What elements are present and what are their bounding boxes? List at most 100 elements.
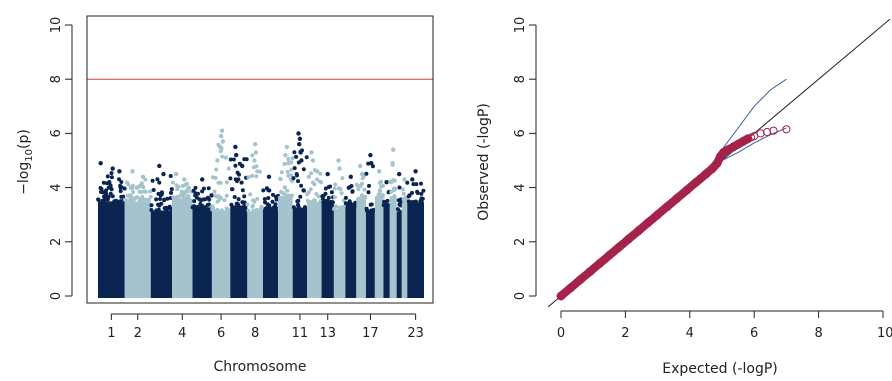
snp-point	[192, 199, 197, 204]
manhattan-x-tick-label: 4	[178, 326, 186, 341]
snp-point	[139, 189, 144, 194]
snp-peak-point	[410, 177, 415, 182]
manhattan-points	[96, 128, 426, 298]
snp-point	[198, 202, 203, 206]
snp-point	[222, 198, 227, 203]
snp-point	[246, 208, 251, 213]
snp-point	[326, 200, 331, 205]
snp-point	[289, 173, 294, 178]
snp-point	[270, 199, 275, 204]
snp-peak-point	[359, 171, 365, 177]
snp-point	[105, 174, 110, 179]
snp-point	[326, 195, 331, 200]
snp-point	[323, 186, 328, 191]
chromosome-17	[364, 152, 376, 298]
snp-peak-point	[98, 161, 103, 166]
snp-point	[141, 197, 145, 202]
snp-point	[345, 204, 350, 209]
snp-peak-point	[297, 136, 303, 141]
snp-point	[364, 206, 369, 211]
snp-point	[303, 205, 307, 210]
chromosome-21-snp-mass	[396, 211, 402, 298]
snp-peak-point	[234, 152, 239, 158]
snp-peak-point	[413, 169, 418, 174]
chromosome-17-snp-mass	[365, 211, 375, 298]
snp-point	[395, 207, 400, 212]
snp-point	[194, 195, 199, 200]
snp-point	[366, 190, 371, 195]
manhattan-y-axis: 0 2 4 6 8 10	[49, 17, 73, 300]
snp-point	[193, 185, 198, 190]
snp-point	[369, 202, 374, 207]
snp-point	[267, 206, 272, 211]
snp-point	[128, 195, 133, 200]
qq-x-tick-label: 8	[814, 326, 822, 341]
qq-x-axis: 0 2 4 6 8 10	[557, 310, 892, 341]
snp-point	[405, 180, 410, 185]
snp-peak-point	[219, 128, 225, 133]
snp-peak-point	[299, 158, 304, 163]
snp-point	[104, 188, 109, 193]
snp-point	[211, 205, 216, 210]
manhattan-y-tick-label: 8	[49, 75, 64, 83]
snp-point	[215, 194, 220, 199]
snp-point	[224, 206, 229, 211]
manhattan-x-tick-label: 8	[251, 326, 259, 341]
snp-peak-point	[220, 139, 226, 144]
snp-point	[343, 195, 348, 200]
chromosome-15	[343, 174, 358, 298]
chromosome-4	[170, 171, 194, 298]
snp-peak-point	[310, 158, 316, 163]
qq-y-tick-label: 2	[513, 238, 528, 246]
manhattan-y-axis-label-prefix: −log	[16, 162, 32, 195]
snp-point	[183, 182, 188, 187]
snp-point	[139, 181, 144, 186]
snp-point	[151, 188, 156, 192]
snp-point	[191, 188, 196, 193]
snp-point	[101, 180, 106, 185]
snp-point	[292, 166, 297, 171]
snp-peak-point	[384, 180, 389, 185]
snp-point	[248, 192, 253, 197]
snp-peak-point	[377, 169, 382, 174]
manhattan-x-tick-label: 17	[362, 326, 379, 341]
snp-peak-point	[315, 169, 320, 174]
chromosome-12-snp-mass	[307, 202, 322, 298]
snp-point	[143, 177, 148, 182]
snp-peak-point	[358, 163, 363, 169]
manhattan-y-tick-label: 2	[49, 238, 64, 246]
snp-point	[165, 196, 170, 201]
snp-peak-point	[215, 158, 220, 163]
snp-point	[360, 181, 364, 186]
snp-point	[410, 190, 414, 195]
snp-point	[343, 201, 348, 206]
snp-point	[346, 185, 351, 190]
snp-point	[286, 157, 291, 161]
snp-point	[393, 186, 398, 191]
snp-point	[336, 186, 341, 191]
chromosome-14	[332, 158, 347, 298]
snp-point	[364, 171, 369, 176]
snp-point	[110, 194, 115, 199]
snp-point	[282, 185, 287, 190]
qq-point	[782, 125, 791, 134]
snp-point	[254, 209, 258, 214]
chromosome-12	[305, 150, 324, 298]
snp-point	[317, 179, 322, 184]
chromosome-5-snp-mass	[192, 207, 212, 298]
snp-point	[121, 194, 126, 199]
snp-point	[401, 191, 406, 196]
chromosome-22	[400, 177, 409, 298]
snp-point	[213, 176, 218, 180]
snp-peak-point	[240, 163, 245, 169]
snp-point	[397, 185, 402, 190]
snp-point	[168, 174, 173, 178]
manhattan-y-axis-label-suffix: (p)	[16, 129, 32, 149]
snp-point	[323, 191, 328, 196]
snp-point	[362, 187, 367, 192]
snp-point	[363, 195, 368, 200]
snp-point	[415, 191, 420, 195]
snp-point	[220, 154, 225, 159]
snp-point	[214, 167, 219, 172]
